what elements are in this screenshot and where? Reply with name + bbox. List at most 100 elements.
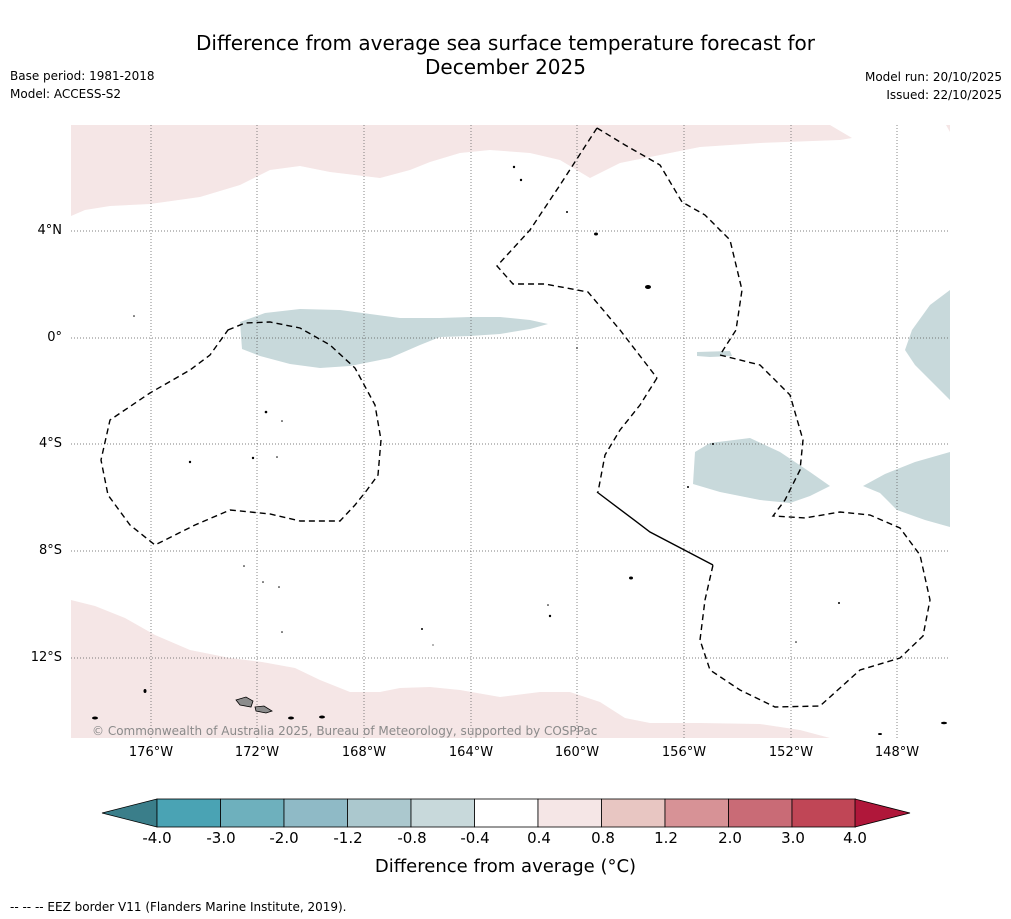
colorbar-tick: 4.0 [843,829,867,847]
island [276,456,278,458]
island [243,565,245,567]
lon-label-172w: 172°W [234,745,280,760]
island [547,604,549,606]
lon-label-160w: 160°W [554,745,600,760]
gridlines [71,125,950,738]
island [281,420,283,422]
eez-kiribati-phoenix [100,321,382,546]
island [281,631,283,633]
colorbar-tick: 0.8 [591,829,615,847]
island [594,232,598,236]
island [566,211,568,213]
colorbar-tick: -2.0 [269,829,299,847]
colorbar-tick: -0.4 [460,829,490,847]
colorbar-segment [410,798,475,828]
title-line-2: December 2025 [425,55,586,79]
island-christmas [645,285,651,289]
colorbar-segment [347,798,412,828]
lon-label-156w: 156°W [661,745,707,760]
colorbar-tick: -1.2 [333,829,363,847]
island [319,715,325,719]
issued-date: Issued: 22/10/2025 [886,88,1002,102]
lon-label-168w: 168°W [341,745,387,760]
ocean-background [71,125,950,738]
island-savaii [235,696,254,708]
colorbar-tick: 3.0 [781,829,805,847]
colorbar-segment [220,798,285,828]
colorbar-segment [791,798,856,828]
base-period: Base period: 1981-2018 [10,69,155,83]
island [143,689,147,693]
island-upolu [254,705,273,714]
island [133,315,135,317]
lat-label-4n: 4°N [37,223,63,238]
lon-label-152w: 152°W [768,745,814,760]
island [512,165,516,169]
model-name: Model: ACCESS-S2 [10,87,122,101]
island [712,443,714,445]
island [519,178,523,182]
cool-anomaly-east-mid [693,438,830,503]
lat-label-8s: 8°S [38,543,62,558]
colorbar-tick: -0.8 [397,829,427,847]
colorbar-label: Difference from average (°C) [374,856,637,877]
colorbar-tick: 0.4 [527,829,551,847]
eez-kiribati-line-west [496,127,658,379]
title-line-1: Difference from average sea surface temp… [195,31,815,55]
island [92,716,98,720]
eez-borders [100,127,931,708]
colorbar-segment [664,798,729,828]
island [278,586,280,588]
cool-anomaly-small [697,351,732,357]
cool-anomaly-east-edge [863,452,950,527]
eez-french-polynesia [699,354,931,708]
island [629,576,633,580]
colorbar-tick: -4.0 [142,829,172,847]
colorbar-tick: 2.0 [718,829,742,847]
eez-line-islands [596,127,743,493]
island [264,410,268,414]
colorbar-segment [474,798,539,828]
map-title: Difference from average sea surface temp… [0,31,1011,79]
eez-boundary-solid [596,491,714,566]
colorbar-max-arrow [854,798,911,828]
island [548,614,552,618]
model-run: Model run: 20/10/2025 [864,70,1002,84]
colorbar-segment [728,798,793,828]
island [432,644,434,646]
warm-anomaly-north [71,125,852,216]
lat-label-4s: 4°S [38,436,62,451]
warm-anomaly-south [71,600,830,738]
cool-anomaly-ne-edge [905,290,950,400]
islands [92,165,947,735]
island [795,641,797,643]
colorbar-segment [283,798,348,828]
colorbar-tick: 1.2 [654,829,678,847]
lon-label-176w: 176°W [128,745,174,760]
island [687,486,689,488]
map-area [71,125,950,738]
copyright-notice: © Commonwealth of Australia 2025, Bureau… [92,724,598,738]
colorbar-segment [156,798,221,828]
island [251,456,255,460]
island [576,347,578,349]
metadata-left: Base period: 1981-2018 Model: ACCESS-S2 [10,67,155,103]
colorbar-min-arrow [101,798,158,828]
lon-label-164w: 164°W [448,745,494,760]
island [288,716,294,720]
colorbar [101,798,911,828]
island [941,721,947,725]
island [262,581,264,583]
island [878,733,882,735]
lon-label-148w: 148°W [874,745,920,760]
colorbar-segment [601,798,666,828]
colorbar-tick: -3.0 [206,829,236,847]
colorbar-segments [156,798,856,828]
metadata-right: Model run: 20/10/2025 Issued: 22/10/2025 [865,68,1002,104]
lat-label-12s: 12°S [30,650,62,665]
eez-legend-note: -- -- -- EEZ border V11 (Flanders Marine… [10,900,347,914]
colorbar-segment [537,798,602,828]
island [188,460,192,464]
island [421,628,423,630]
